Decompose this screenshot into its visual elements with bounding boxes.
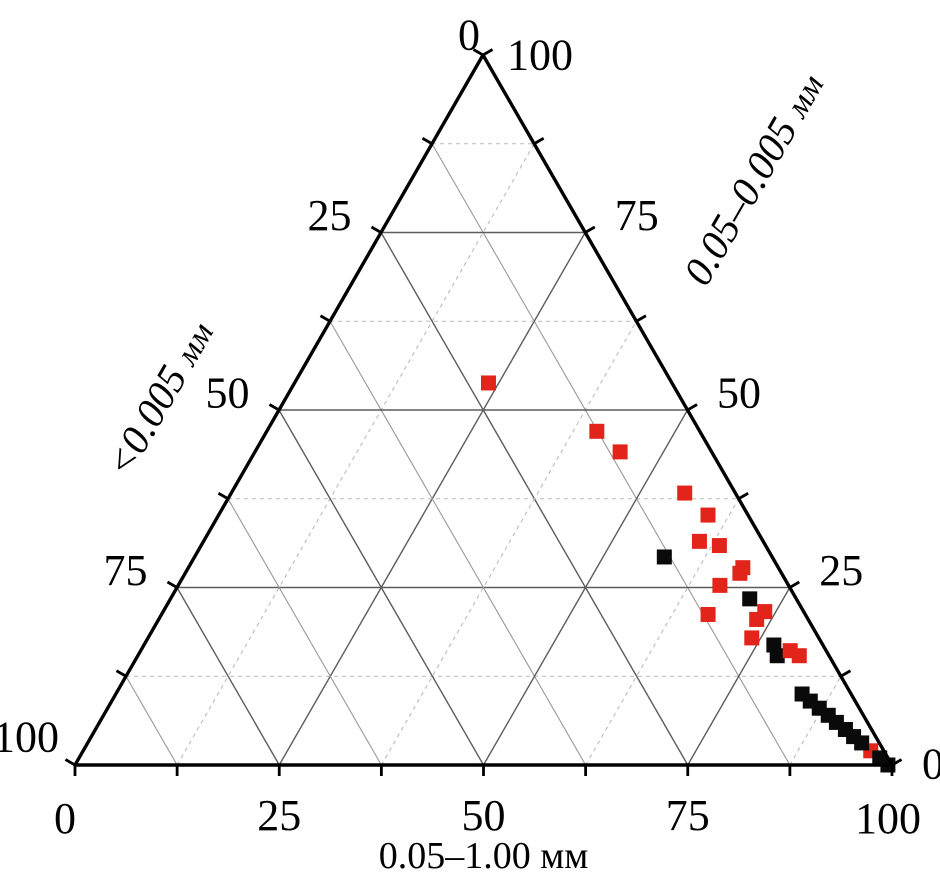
svg-text:50: 50 bbox=[717, 369, 761, 418]
svg-text:0.05–1.00 мм: 0.05–1.00 мм bbox=[379, 835, 589, 877]
svg-text:25: 25 bbox=[257, 791, 301, 840]
svg-text:100: 100 bbox=[0, 713, 59, 762]
svg-text:100: 100 bbox=[855, 794, 921, 843]
svg-text:75: 75 bbox=[666, 791, 710, 840]
svg-text:0: 0 bbox=[458, 11, 480, 60]
svg-text:75: 75 bbox=[615, 191, 659, 240]
svg-text:100: 100 bbox=[507, 31, 573, 80]
svg-text:0: 0 bbox=[922, 740, 940, 789]
svg-text:25: 25 bbox=[308, 191, 352, 240]
svg-text:75: 75 bbox=[104, 546, 148, 595]
svg-text:0: 0 bbox=[54, 794, 76, 843]
svg-text:50: 50 bbox=[206, 369, 250, 418]
svg-text:50: 50 bbox=[462, 791, 506, 840]
svg-text:25: 25 bbox=[819, 546, 863, 595]
